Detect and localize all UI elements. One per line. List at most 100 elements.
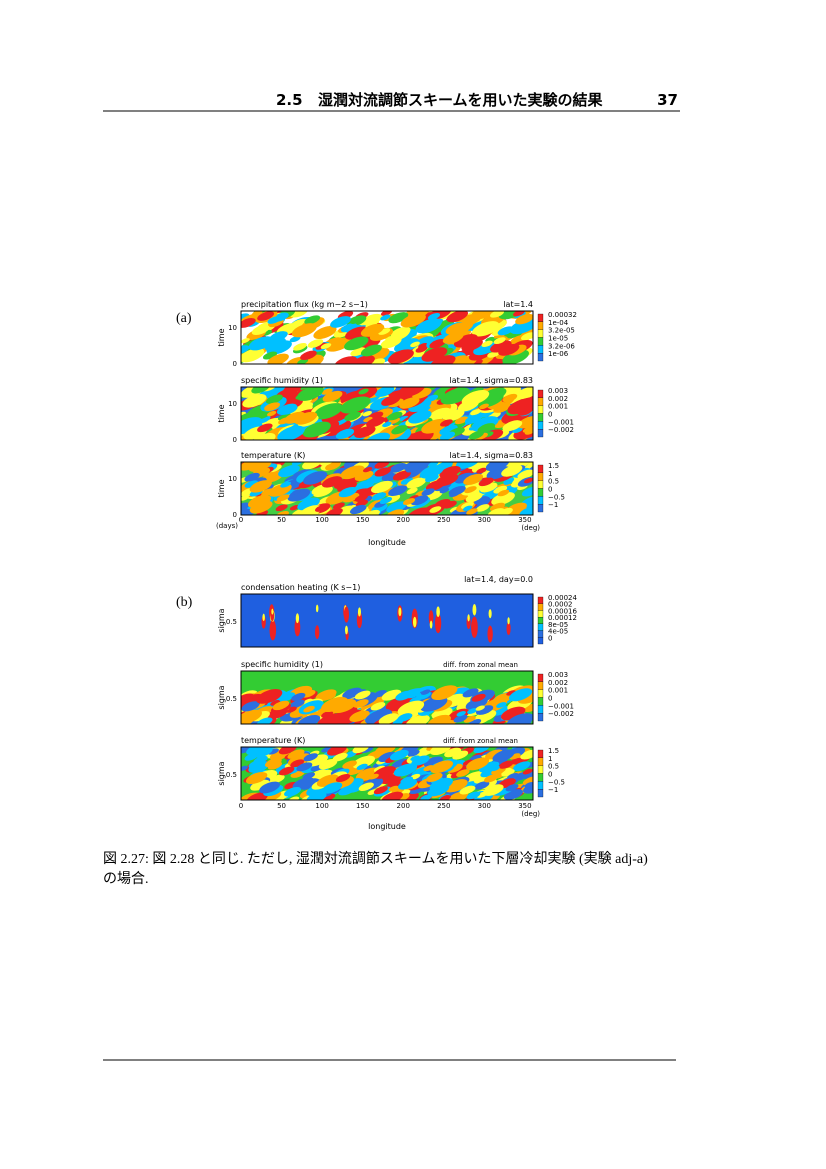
- colorbar-label: 0: [548, 634, 552, 642]
- contour-blob: [278, 692, 296, 702]
- contour-blob: [405, 464, 420, 473]
- contour-blob: [259, 781, 281, 794]
- colorbar-segment: [537, 673, 544, 682]
- colorbar-segment: [537, 464, 544, 473]
- contour-blob: [421, 347, 448, 362]
- contour-blob: [520, 749, 533, 760]
- contour-blob: [488, 609, 492, 619]
- contour-blob: [512, 427, 523, 434]
- contour-blob: [286, 356, 306, 364]
- contour-blob: [378, 328, 391, 335]
- contour-blob: [271, 608, 274, 615]
- contour-blob: [342, 760, 357, 769]
- contour-blob: [324, 693, 336, 700]
- colorbar-segment: [537, 413, 544, 422]
- contour-blob: [400, 477, 414, 485]
- contour-pattern: [241, 387, 533, 440]
- contour-blob: [264, 402, 280, 412]
- contour-blob: [465, 697, 488, 710]
- colorbar-segment: [537, 472, 544, 481]
- y-axis-label: time: [217, 404, 226, 422]
- contour-blob: [470, 359, 483, 364]
- figure-part-label: (b): [176, 595, 193, 610]
- contour-blob: [507, 773, 519, 780]
- contour-blob: [411, 755, 430, 766]
- contour-blob: [241, 701, 260, 712]
- contour-blob: [431, 747, 449, 755]
- contour-blob: [373, 765, 386, 773]
- x-tick-label: 50: [277, 516, 286, 524]
- contour-blob: [267, 761, 283, 770]
- contour-blob: [241, 338, 250, 344]
- contour-blob: [464, 414, 482, 424]
- contour-blob: [373, 786, 388, 795]
- contour-blob: [427, 312, 441, 320]
- contour-blob: [251, 325, 270, 335]
- contour-blob: [407, 749, 420, 757]
- contour-blob: [344, 625, 348, 635]
- colorbar-label: 1: [548, 470, 552, 478]
- x-unit-label: (days): [216, 522, 238, 530]
- contour-blob: [428, 407, 452, 421]
- colorbar-label: −0.001: [548, 702, 574, 710]
- colorbar-segment: [537, 681, 544, 690]
- colorbar-label: −1: [548, 501, 558, 509]
- contour-blob: [379, 497, 393, 504]
- contour-blob: [398, 387, 426, 398]
- contour-blob: [439, 466, 461, 479]
- contour-blob: [362, 411, 372, 417]
- contour-blob: [517, 469, 533, 480]
- contour-blob: [248, 761, 270, 773]
- contour-blob: [523, 477, 533, 484]
- colorbar-segment: [537, 713, 544, 722]
- contour-blob: [498, 343, 520, 356]
- y-tick-label: 10: [228, 400, 237, 408]
- contour-blob: [484, 774, 499, 783]
- contour-blob: [244, 480, 259, 488]
- contour-blob: [382, 421, 392, 428]
- colorbar-label: 1.5: [548, 747, 559, 755]
- colorbar-segment: [537, 596, 544, 604]
- colorbar-segment: [537, 496, 544, 505]
- contour-blob: [453, 334, 478, 348]
- contour-blob: [492, 749, 515, 762]
- contour-blob: [509, 688, 533, 702]
- contour-blob: [389, 463, 407, 473]
- contour-blob: [439, 431, 456, 440]
- panel-title: condensation heating (K s−1): [241, 583, 360, 592]
- contour-blob: [463, 473, 484, 486]
- contour-blob: [468, 719, 482, 724]
- colorbar-segment: [537, 781, 544, 790]
- contour-blob: [476, 467, 487, 474]
- contour-blob: [370, 702, 386, 711]
- contour-blob: [493, 485, 508, 494]
- contour-blob: [446, 311, 469, 323]
- contour-blob: [373, 689, 387, 698]
- contour-blob: [285, 706, 297, 713]
- colorbar-label: 0.001: [548, 687, 568, 695]
- contour-blob: [248, 336, 274, 351]
- contour-blob: [430, 355, 456, 364]
- contour-blob: [242, 394, 267, 408]
- contour-blob: [257, 311, 275, 321]
- contour-blob: [475, 705, 485, 711]
- contour-blob: [337, 481, 357, 493]
- caption-line: 図 2.27: 図 2.28 と同じ. ただし, 湿潤対流調節スキームを用いた下…: [103, 850, 648, 867]
- contour-blob: [442, 409, 465, 422]
- contour-blob: [374, 387, 395, 397]
- colorbar-segment: [537, 345, 544, 354]
- contour-blob: [329, 462, 341, 469]
- contour-blob: [475, 504, 490, 512]
- contour-blob: [257, 423, 273, 433]
- contour-blob: [470, 409, 482, 416]
- caption-line: の場合.: [103, 871, 149, 887]
- plot-frame: [240, 461, 534, 516]
- contour-blob: [277, 425, 305, 440]
- y-axis-label: time: [217, 479, 226, 497]
- contour-blob: [502, 420, 523, 432]
- contour-blob: [350, 355, 375, 364]
- contour-blob: [277, 414, 289, 421]
- x-tick-label: 350: [518, 516, 531, 524]
- contour-blob: [256, 717, 273, 724]
- contour-blob: [388, 417, 400, 424]
